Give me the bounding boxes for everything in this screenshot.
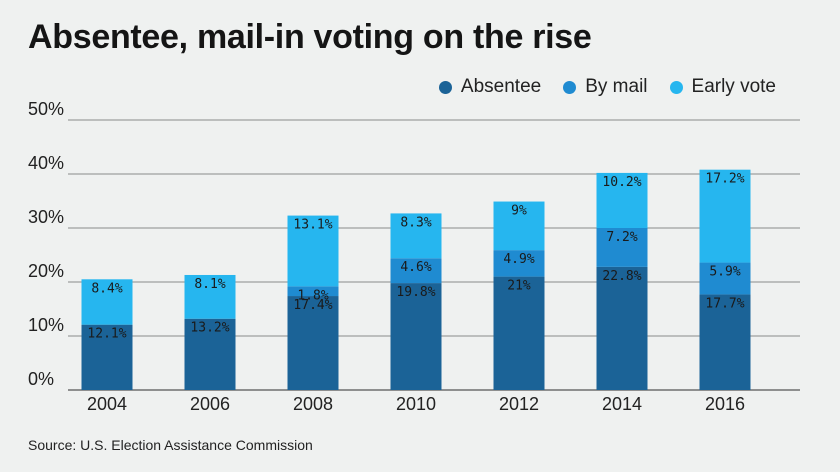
legend-label-early-vote: Early vote bbox=[691, 76, 776, 97]
data-label: 9% bbox=[511, 204, 527, 219]
bar-absentee bbox=[596, 266, 648, 390]
data-label: 5.9% bbox=[709, 265, 740, 280]
y-tick-label: 50% bbox=[28, 99, 64, 119]
bar-by-mail bbox=[596, 228, 648, 267]
data-label: 17.7% bbox=[705, 296, 744, 311]
bar-absentee bbox=[184, 318, 236, 390]
bar-early-vote bbox=[390, 213, 442, 259]
data-label: 12.1% bbox=[87, 327, 126, 342]
y-tick-label: 0% bbox=[28, 369, 54, 389]
data-label: 22.8% bbox=[602, 269, 641, 284]
y-tick-label: 20% bbox=[28, 261, 64, 281]
data-label: 17.2% bbox=[705, 172, 744, 187]
data-label: 4.9% bbox=[503, 252, 534, 267]
x-tick-label: 2014 bbox=[602, 394, 642, 414]
legend-item-absentee: Absentee bbox=[438, 76, 542, 98]
legend-item-by-mail: By mail bbox=[563, 76, 648, 98]
bar-early-vote bbox=[287, 215, 339, 287]
bar-early-vote bbox=[596, 172, 648, 228]
legend-item-early-vote: Early vote bbox=[669, 76, 776, 98]
chart-title: Absentee, mail-in voting on the rise bbox=[28, 18, 592, 56]
data-label: 19.8% bbox=[396, 285, 435, 300]
x-tick-label: 2012 bbox=[499, 394, 539, 414]
data-label: 4.6% bbox=[400, 260, 431, 275]
bar-absentee bbox=[81, 324, 133, 390]
bar-early-vote bbox=[699, 169, 751, 263]
x-tick-label: 2016 bbox=[705, 394, 745, 414]
x-tick-label: 2006 bbox=[190, 394, 230, 414]
y-tick-label: 40% bbox=[28, 153, 64, 173]
bar-by-mail bbox=[493, 250, 545, 277]
bar-early-vote bbox=[493, 201, 545, 251]
bar-by-mail bbox=[699, 262, 751, 295]
data-label: 8.3% bbox=[400, 215, 431, 230]
data-label: 13.2% bbox=[190, 321, 229, 336]
legend-label-absentee: Absentee bbox=[460, 76, 542, 97]
data-label: 8.1% bbox=[194, 277, 225, 292]
legend-label-by-mail: By mail bbox=[585, 76, 648, 97]
data-label: 13.1% bbox=[293, 218, 332, 233]
bar-absentee bbox=[699, 294, 751, 390]
legend-swatch-absentee bbox=[438, 80, 452, 94]
y-tick-label: 10% bbox=[28, 315, 64, 335]
bar-early-vote bbox=[184, 274, 236, 319]
bar-absentee bbox=[390, 283, 442, 390]
data-label: 17.4% bbox=[293, 298, 332, 313]
x-tick-label: 2010 bbox=[396, 394, 436, 414]
bar-absentee bbox=[287, 296, 339, 390]
data-label: 1.8% bbox=[297, 288, 328, 303]
data-label: 21% bbox=[507, 279, 531, 294]
data-label: 7.2% bbox=[606, 230, 637, 245]
data-label: 10.2% bbox=[602, 175, 641, 190]
y-tick-label: 30% bbox=[28, 207, 64, 227]
bar-by-mail bbox=[287, 286, 339, 297]
bar-by-mail bbox=[390, 258, 442, 284]
bar-early-vote bbox=[81, 279, 133, 325]
bar-absentee bbox=[493, 276, 545, 390]
x-tick-label: 2008 bbox=[293, 394, 333, 414]
legend-swatch-early-vote bbox=[669, 80, 683, 94]
source-note: Source: U.S. Election Assistance Commiss… bbox=[28, 437, 313, 453]
legend-swatch-by-mail bbox=[563, 80, 577, 94]
data-label: 8.4% bbox=[91, 281, 122, 296]
x-tick-label: 2004 bbox=[87, 394, 127, 414]
legend: Absentee By mail Early vote bbox=[438, 76, 776, 98]
